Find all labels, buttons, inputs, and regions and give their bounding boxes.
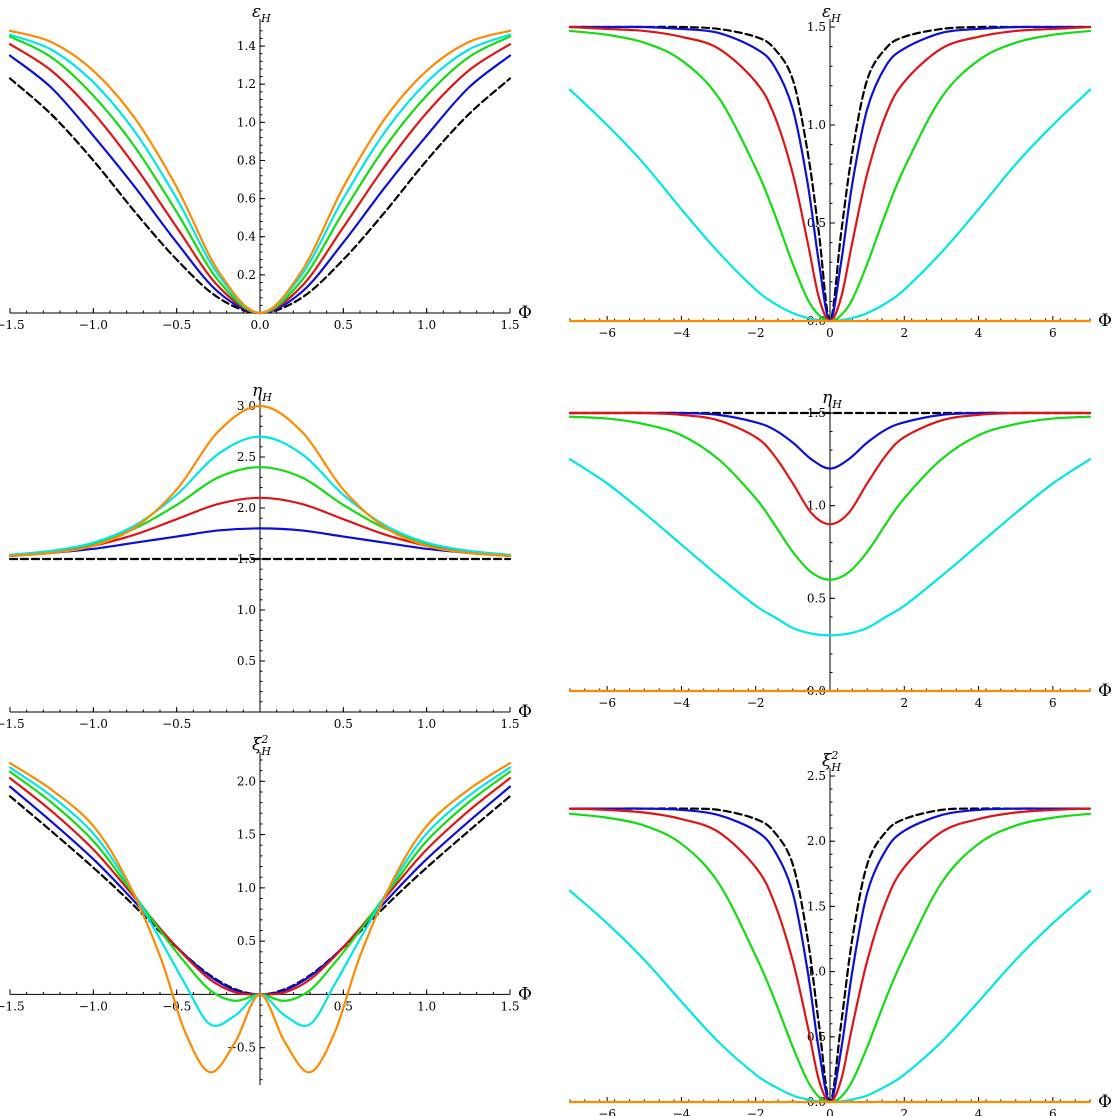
- y-axis-label-sub: H: [260, 12, 271, 25]
- x-tick-label: −6: [598, 326, 616, 340]
- x-tick-label: 0.5: [334, 318, 353, 332]
- y-tick-label: 0.5: [807, 591, 826, 605]
- y-tick-label: 2.0: [807, 834, 826, 848]
- x-axis-label: Φ: [1098, 681, 1112, 701]
- y-tick-label: 1.5: [807, 20, 826, 34]
- x-tick-label: −1.0: [79, 717, 108, 731]
- x-tick-label: 1.5: [500, 318, 519, 332]
- chart-bottom-right: −6 −4 −2 0 2 4 60.00.51.01.52.02.5ξ2 HΦ: [570, 749, 1112, 1116]
- y-axis-label-sub: H: [830, 12, 841, 25]
- y-tick-label: 1.5: [237, 828, 256, 842]
- y-axis-label: εH: [252, 2, 271, 25]
- x-tick-label: 1.0: [417, 318, 436, 332]
- y-tick-label: 2.5: [807, 769, 826, 783]
- x-axis-label: Φ: [1098, 311, 1112, 331]
- chart-middle-left: −1.5 −1.0 −0.5 0.5 1.0 1.50.51.01.52.02.53.0η…: [0, 381, 532, 731]
- x-tick-label: 2: [900, 696, 908, 710]
- x-tick-label: −2: [747, 326, 765, 340]
- y-tick-label: 1.0: [237, 115, 256, 129]
- x-tick-label: −1.5: [0, 999, 25, 1013]
- y-axis-label: ηH: [822, 388, 842, 411]
- x-tick-label: −1.5: [0, 318, 25, 332]
- x-tick-label: −4: [673, 1107, 691, 1116]
- y-tick-label: 1.0: [237, 603, 256, 617]
- y-tick-label: 2.0: [237, 501, 256, 515]
- x-tick-label: −4: [673, 326, 691, 340]
- y-tick-label: 0.2: [237, 268, 256, 282]
- x-tick-label: −0.5: [162, 717, 191, 731]
- x-tick-label: 0: [826, 326, 834, 340]
- y-axis-label: εH: [822, 2, 841, 25]
- y-axis-label-sub: H: [830, 761, 841, 774]
- y-tick-label: 1.5: [807, 899, 826, 913]
- x-tick-label: 2: [900, 1107, 908, 1116]
- x-tick-label: −1.0: [79, 318, 108, 332]
- y-axis-label: ηH: [252, 381, 272, 404]
- y-tick-label: 0.4: [237, 230, 256, 244]
- x-tick-label: −2: [747, 696, 765, 710]
- x-tick-label: 2: [900, 326, 908, 340]
- y-axis-label-symbol: ε: [822, 2, 831, 22]
- y-tick-label: 1.2: [237, 77, 256, 91]
- y-axis-label-sub: H: [260, 745, 271, 758]
- x-tick-label: −4: [673, 696, 691, 710]
- y-tick-label: 2.0: [237, 774, 256, 788]
- x-tick-label: −1.5: [0, 717, 25, 731]
- y-tick-label: 0.8: [237, 153, 256, 167]
- y-tick-label: 1.0: [807, 118, 826, 132]
- x-axis-label: Φ: [518, 303, 532, 323]
- x-tick-label: 0.5: [334, 717, 353, 731]
- y-axis-label-sub: H: [831, 398, 842, 411]
- x-tick-label: 4: [975, 326, 983, 340]
- chart-top-left: −1.5 −1.0 −0.5 0.0 0.5 1.0 1.5 0.2 0.4 0.6 0.8 1.0 1…: [0, 2, 532, 332]
- x-axis-label: Φ: [518, 984, 532, 1004]
- x-tick-label: 1.0: [417, 717, 436, 731]
- x-tick-label: −0.5: [162, 318, 191, 332]
- x-tick-label: 1.5: [500, 999, 519, 1013]
- x-tick-label: −6: [598, 1107, 616, 1116]
- x-axis-label: Φ: [518, 702, 532, 722]
- y-tick-label: 1.4: [237, 39, 256, 53]
- chart-bottom-left: −1.5 −1.0 −0.5 0.5 1.0 1.5−0.50.51.01.52.0ξ2 H…: [0, 733, 532, 1085]
- x-tick-label: −1.0: [79, 999, 108, 1013]
- y-tick-label: 1.0: [807, 965, 826, 979]
- y-axis-label-symbol: ε: [252, 2, 261, 22]
- y-axis-label: ξ2 H: [252, 733, 271, 758]
- x-tick-label: 4: [975, 1107, 983, 1116]
- x-tick-label: 6: [1049, 696, 1057, 710]
- y-tick-label: 1.0: [237, 881, 256, 895]
- x-tick-label: −2: [747, 1107, 765, 1116]
- x-tick-label: 1.0: [417, 999, 436, 1013]
- y-axis-label-sub: H: [261, 391, 272, 404]
- x-tick-label: 6: [1049, 1107, 1057, 1116]
- x-tick-label: 0.0: [250, 318, 269, 332]
- x-tick-label: 1.5: [500, 717, 519, 731]
- y-tick-label: 0.6: [237, 192, 256, 206]
- x-axis-label: Φ: [1098, 1092, 1112, 1112]
- y-tick-label: 2.5: [237, 450, 256, 464]
- y-tick-label: 0.5: [237, 934, 256, 948]
- y-tick-label: 0.5: [237, 654, 256, 668]
- x-tick-label: 4: [975, 696, 983, 710]
- x-tick-label: −6: [598, 696, 616, 710]
- x-tick-label: 0: [826, 1107, 834, 1116]
- y-axis-label: ξ2 H: [822, 749, 841, 774]
- x-tick-label: 6: [1049, 326, 1057, 340]
